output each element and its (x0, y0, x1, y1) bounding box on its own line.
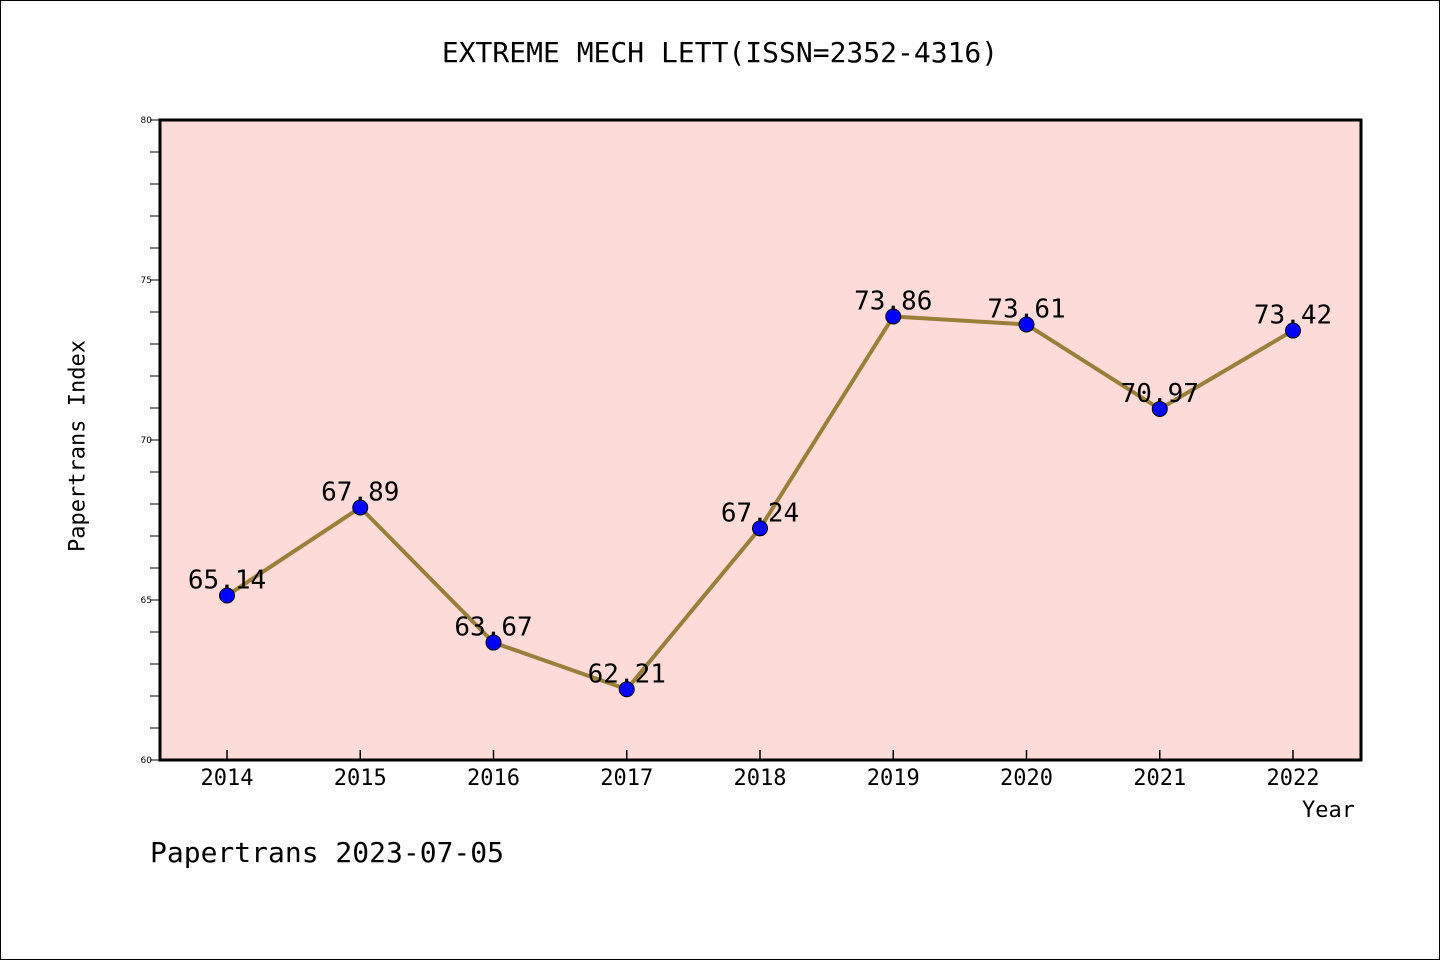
data-point-marker (485, 634, 502, 651)
x-tick-label: 2022 (1267, 766, 1320, 791)
y-axis-ticks: 60 65 70 75 80 (141, 116, 160, 766)
plot-border (158, 118, 1363, 762)
data-point-marker (352, 499, 369, 516)
plot-area (160, 120, 1361, 760)
x-tick-label: 2017 (600, 766, 653, 791)
data-point-marker (618, 681, 635, 698)
series-markers (219, 308, 1301, 698)
x-tick-label: 2019 (867, 766, 920, 791)
data-point-marker (1151, 400, 1168, 417)
y-axis-label: Papertrans Index (65, 340, 91, 552)
data-point-marker (1018, 316, 1035, 333)
data-label: 63.67 (454, 613, 532, 643)
chart-title: EXTREME MECH LETT(ISSN=2352-4316) (441, 36, 999, 69)
data-label: 67.89 (321, 478, 399, 508)
data-label: 65.14 (188, 566, 266, 596)
x-axis-label: Year (1302, 798, 1355, 823)
footer-note: Papertrans 2023-07-05 (150, 836, 505, 869)
y-tick-label: 65 (141, 596, 152, 606)
data-label: 67.24 (721, 498, 799, 528)
y-tick-label: 60 (141, 756, 153, 766)
y-tick-label: 70 (141, 436, 153, 446)
x-tick-label: 2021 (1133, 766, 1186, 791)
y-tick-label: 75 (141, 276, 152, 286)
x-tick-label: 2016 (467, 766, 520, 791)
data-labels: 65.14 67.89 63.67 62.21 67.24 73.86 73.61 70.97… (188, 286, 1332, 689)
x-tick-label: 2018 (734, 766, 787, 791)
data-point-marker (885, 308, 902, 325)
data-label: 73.42 (1254, 301, 1332, 331)
data-label: 73.61 (987, 294, 1065, 324)
x-tick-label: 2015 (334, 766, 387, 791)
y-tick-label: 80 (141, 116, 153, 126)
data-label: 73.86 (854, 286, 932, 316)
x-tick-label: 2014 (201, 766, 254, 791)
data-label: 70.97 (1121, 379, 1199, 409)
x-tick-label: 2020 (1000, 766, 1053, 791)
data-point-marker (219, 587, 235, 604)
data-point-marker (1285, 322, 1301, 339)
data-label: 62.21 (588, 659, 666, 689)
data-point-marker (752, 520, 768, 537)
x-axis-ticks: 2014 2015 2016 2017 2018 2019 2020 2021 2022 (201, 750, 1320, 791)
